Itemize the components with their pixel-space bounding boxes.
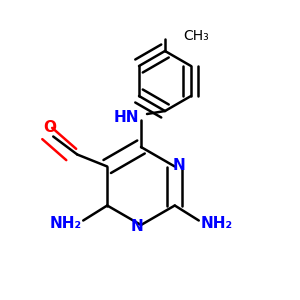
Text: O: O	[44, 120, 57, 135]
Text: N: N	[173, 158, 186, 172]
Text: NH₂: NH₂	[201, 216, 233, 231]
Text: HN: HN	[113, 110, 139, 124]
Text: N: N	[130, 219, 143, 234]
Text: CH₃: CH₃	[183, 29, 209, 43]
Text: NH₂: NH₂	[49, 216, 81, 231]
